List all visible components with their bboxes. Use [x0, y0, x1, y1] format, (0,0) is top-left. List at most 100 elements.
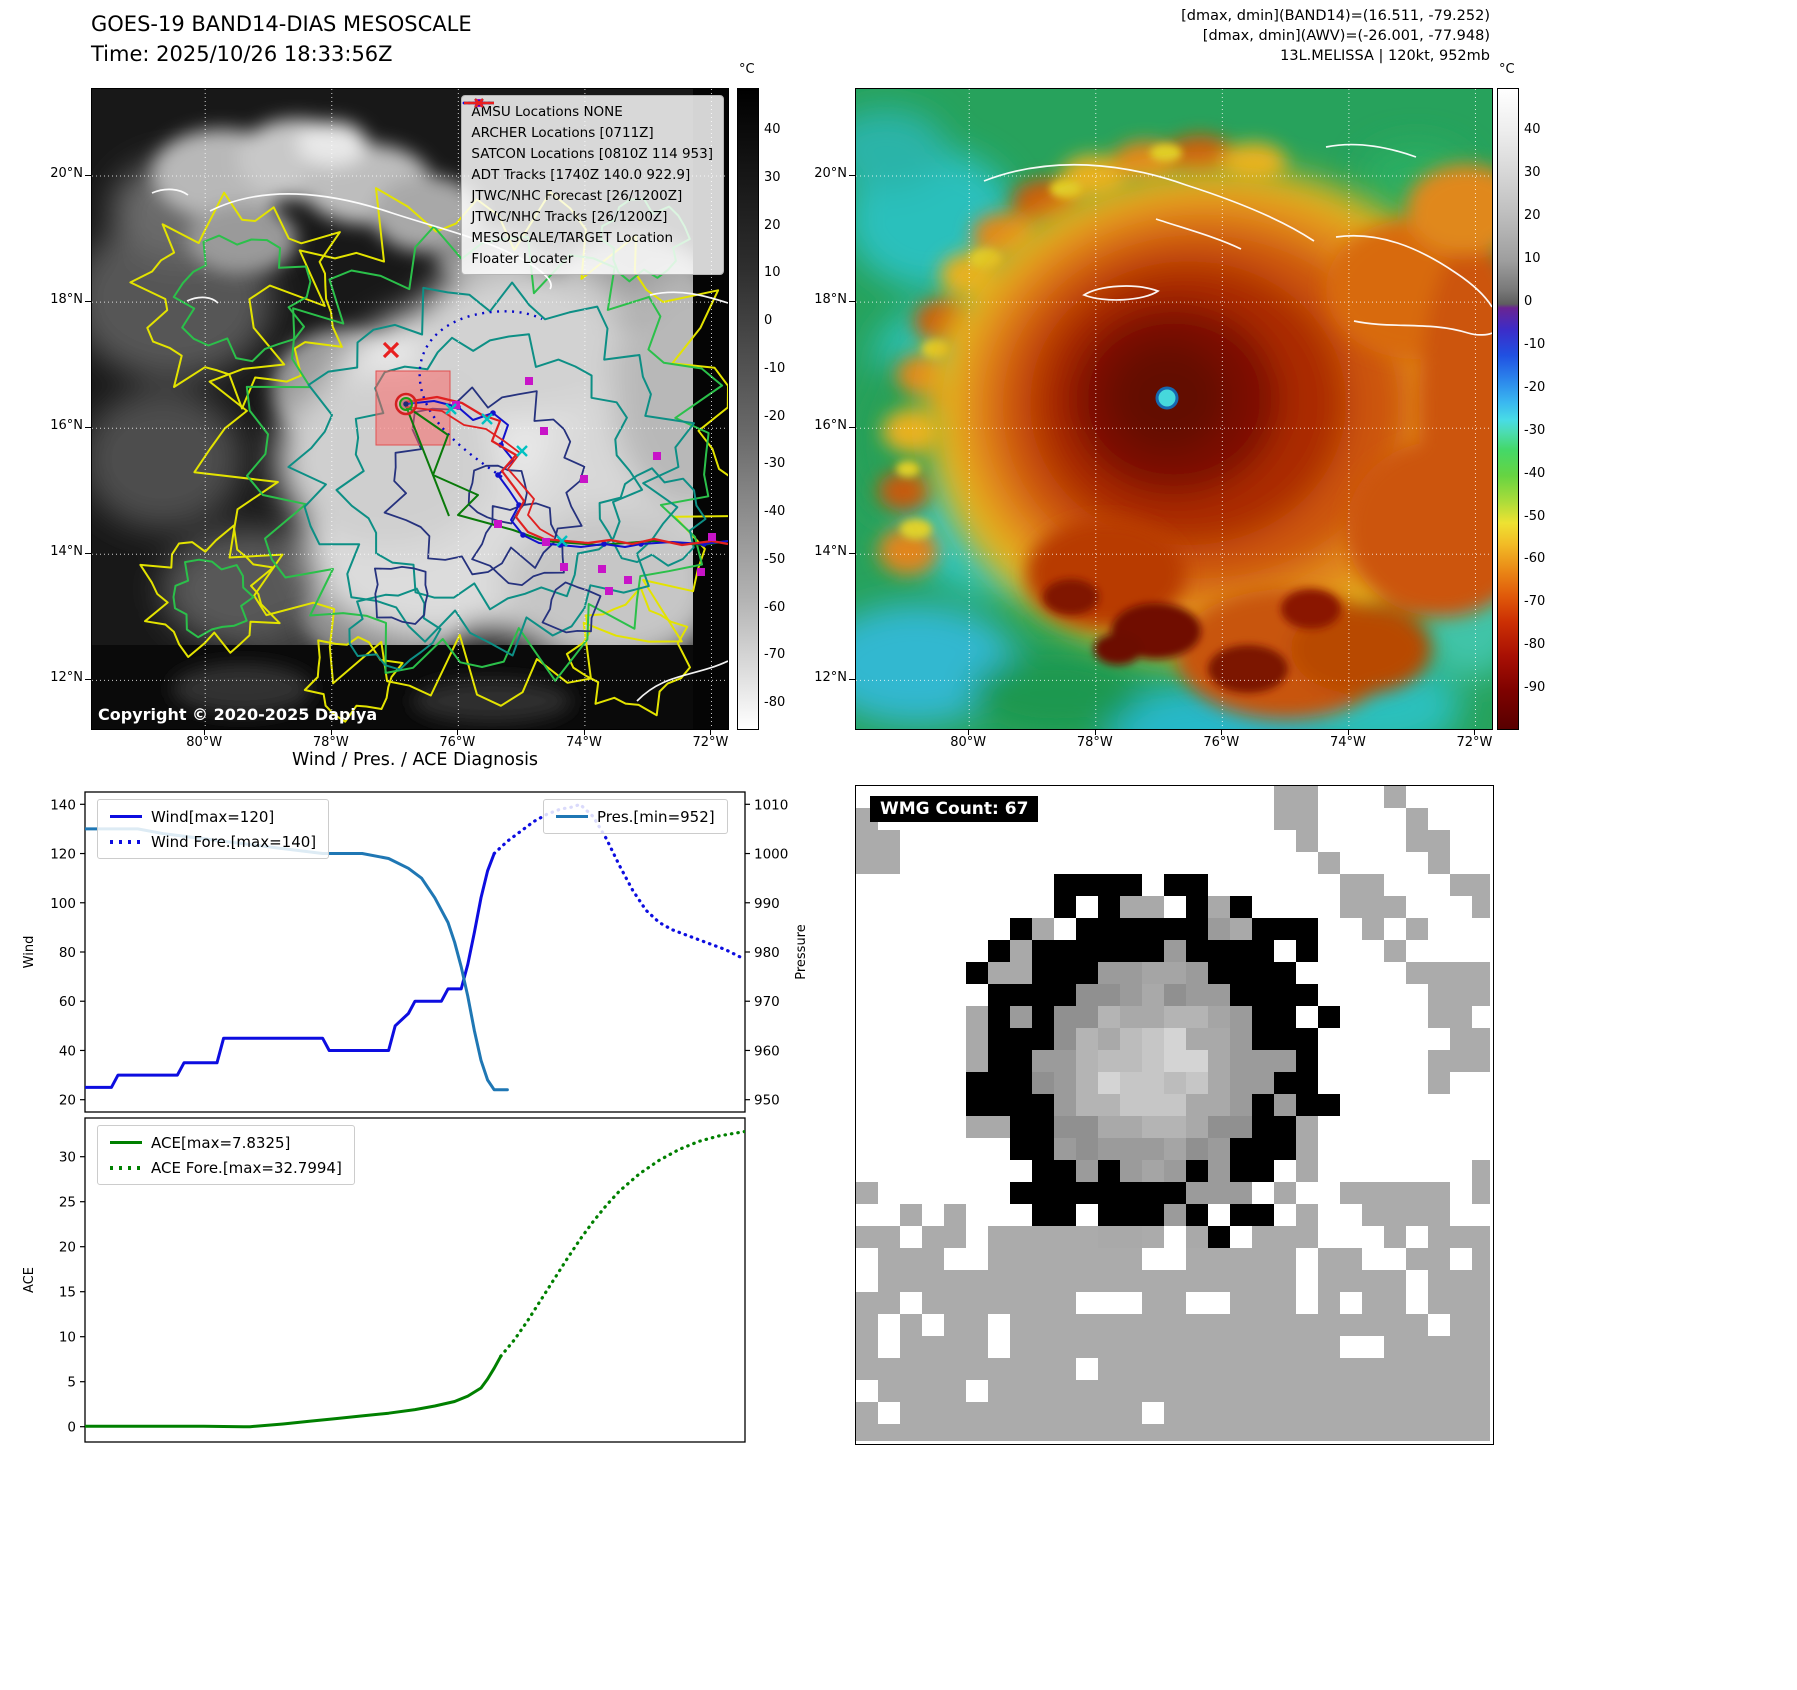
svg-text:980: 980: [754, 945, 780, 961]
axis-tick: [457, 729, 459, 735]
map-legend-label: Floater Locater: [471, 250, 574, 267]
svg-text:15: 15: [59, 1285, 76, 1301]
axis-tick: [1347, 729, 1349, 735]
axis-tick: [204, 729, 206, 735]
map-legend-item: MESOSCALE/TARGET Location: [466, 98, 713, 248]
tl-colorbar-unit: °C: [739, 62, 755, 77]
colorbar-tick-label: -70: [1524, 594, 1546, 610]
svg-text:40: 40: [59, 1043, 76, 1059]
axis-tick: [1221, 729, 1223, 735]
lat-tick-label: 12°N: [50, 670, 83, 686]
pressure-line-icon: [556, 815, 588, 818]
wind-forecast-line-icon: [110, 839, 142, 844]
legend-item: Wind Fore.[max=140]: [110, 829, 316, 854]
ir-color-map: [855, 88, 1493, 730]
svg-text:25: 25: [59, 1195, 76, 1211]
axis-tick: [849, 553, 855, 555]
svg-text:5: 5: [67, 1375, 76, 1391]
lat-tick-label: 16°N: [50, 418, 83, 434]
lat-tick-label: 12°N: [814, 670, 847, 686]
map-legend-label: MESOSCALE/TARGET Location: [471, 229, 674, 246]
tl-panel-subtitle: Time: 2025/10/26 18:33:56Z: [91, 42, 393, 66]
legend-item: ACE[max=7.8325]: [110, 1130, 342, 1155]
colorbar-tick-label: -40: [764, 504, 786, 520]
svg-text:Wind: Wind: [22, 936, 37, 969]
colorbar-tick-label: 0: [764, 313, 773, 329]
colorbar-tick-label: 20: [764, 217, 781, 233]
line-marker-icon: [464, 101, 495, 105]
colorbar-tick-label: -10: [1524, 336, 1546, 352]
axis-tick: [849, 427, 855, 429]
axis-tick: [1094, 729, 1096, 735]
legend-label: ACE Fore.[max=32.7994]: [151, 1158, 342, 1177]
lat-tick-label: 18°N: [50, 292, 83, 308]
svg-text:0: 0: [67, 1420, 76, 1436]
colorbar-tick-label: 10: [1524, 250, 1541, 266]
colorbar-tick-label: 40: [1524, 121, 1541, 137]
map-legend-item: ADT Tracks [1740Z 140.0 922.9]: [464, 101, 713, 185]
legend-label: Pres.[min=952]: [597, 807, 715, 826]
colorbar-tick-label: -50: [764, 551, 786, 567]
axis-tick: [85, 175, 91, 177]
wind-legend: Wind[max=120] Wind Fore.[max=140]: [97, 799, 330, 859]
lon-tick-label: 76°W: [1203, 735, 1240, 750]
colorbar-tick-label: -60: [764, 599, 786, 615]
wmg-panel: WMG Count: 67: [855, 785, 1494, 1445]
colorbar-tick-label: -70: [764, 647, 786, 663]
axis-tick: [968, 729, 970, 735]
map-legend-label: ARCHER Locations [0711Z]: [471, 124, 654, 141]
storm-identity: 13L.MELISSA | 120kt, 952mb: [1280, 48, 1490, 64]
chart-title: Wind / Pres. / ACE Diagnosis: [291, 750, 539, 770]
ace-forecast-line-icon: [110, 1165, 142, 1170]
map-legend: AMSU Locations NONE ARCHER Locations [071…: [461, 95, 724, 275]
svg-text:30: 30: [59, 1150, 76, 1166]
tl-colorbar: [737, 88, 759, 730]
axis-tick: [710, 729, 712, 735]
axis-tick: [849, 175, 855, 177]
legend-item: ACE Fore.[max=32.7994]: [110, 1155, 342, 1180]
colorbar-tick-label: -30: [764, 456, 786, 472]
legend-label: Wind[max=120]: [151, 807, 275, 826]
map-legend-item: SATCON Locations [0810Z 114 953]: [466, 98, 713, 164]
lat-tick-label: 20°N: [814, 166, 847, 182]
svg-text:10: 10: [59, 1330, 76, 1346]
svg-text:20: 20: [59, 1240, 76, 1256]
svg-text:990: 990: [754, 896, 780, 912]
legend-label: ACE[max=7.8325]: [151, 1133, 291, 1152]
svg-text:20: 20: [59, 1093, 76, 1109]
lon-tick-label: 78°W: [1076, 735, 1113, 750]
lon-tick-label: 80°W: [950, 735, 987, 750]
map-legend-item: AMSU Locations NONE: [466, 99, 713, 122]
tl-panel-title: GOES-19 BAND14-DIAS MESOSCALE: [91, 12, 472, 36]
colorbar-tick-label: -80: [1524, 637, 1546, 653]
lat-tick-label: 20°N: [50, 166, 83, 182]
colorbar-tick-label: 30: [1524, 164, 1541, 180]
colorbar-tick-label: 20: [1524, 207, 1541, 223]
axis-tick: [1474, 729, 1476, 735]
svg-text:120: 120: [50, 847, 76, 863]
wmg-count-label: WMG Count: 67: [870, 796, 1039, 822]
axis-tick: [583, 729, 585, 735]
svg-text:960: 960: [754, 1043, 780, 1059]
ir-color-satellite-image: [856, 89, 1492, 729]
colorbar-tick-label: -60: [1524, 551, 1546, 567]
axis-tick: [85, 301, 91, 303]
colorbar-tick-label: -50: [1524, 508, 1546, 524]
svg-text:1010: 1010: [754, 797, 788, 813]
svg-text:970: 970: [754, 994, 780, 1010]
legend-item: Wind[max=120]: [110, 804, 316, 829]
dmax-dmin-awv: [dmax, dmin](AWV)=(-26.001, -77.948): [1202, 28, 1490, 44]
map-legend-item: Floater Locater: [464, 101, 713, 269]
lon-tick-label: 72°W: [692, 735, 729, 750]
colorbar-tick-label: -10: [764, 360, 786, 376]
dmax-dmin-band14: [dmax, dmin](BAND14)=(16.511, -79.252): [1181, 8, 1490, 24]
map-legend-label: ADT Tracks [1740Z 140.0 922.9]: [471, 166, 691, 183]
tr-colorbar-unit: °C: [1499, 62, 1515, 77]
colorbar-tick-label: 10: [764, 265, 781, 281]
lat-tick-label: 14°N: [814, 544, 847, 560]
map-legend-item: ARCHER Locations [0711Z]: [466, 99, 713, 143]
pressure-legend: Pres.[min=952]: [543, 799, 728, 834]
svg-text:ACE: ACE: [22, 1267, 37, 1293]
lat-tick-label: 16°N: [814, 418, 847, 434]
